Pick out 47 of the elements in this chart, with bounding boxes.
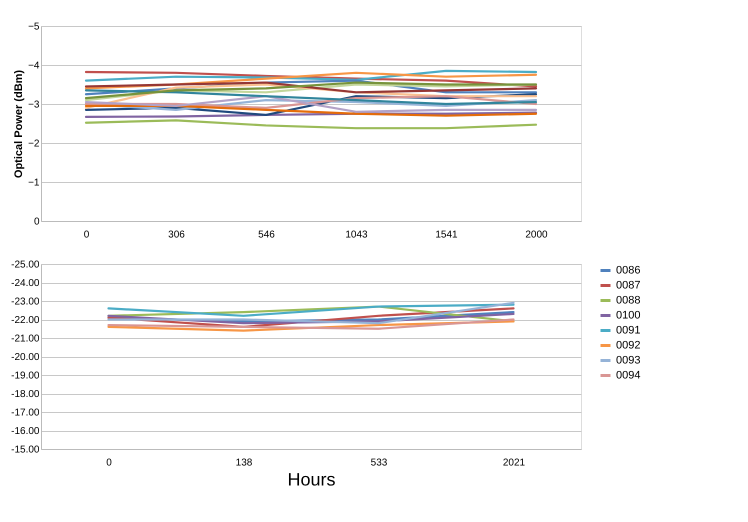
y-tick-label: 0: [34, 216, 40, 228]
y-tick-label: −4: [28, 60, 40, 72]
x-tick-label: 1541: [435, 230, 458, 240]
y-tick-label: -18.00: [11, 389, 40, 400]
y-tick-label: −3: [28, 100, 40, 110]
line-series: [84, 104, 538, 117]
legend-label: 0087: [616, 280, 640, 292]
legend-label: 0093: [616, 354, 640, 366]
y-tick-label: -20.00: [11, 352, 40, 363]
line-series: [84, 83, 538, 109]
x-tick-label: 0: [84, 230, 90, 240]
line-series: [107, 304, 515, 317]
y-tick-label: -24.00: [11, 278, 40, 289]
x-tick-label: 1043: [345, 230, 368, 240]
y-axis-title: Optical Power (dBm): [13, 70, 26, 178]
y-tick-label: -16.00: [11, 426, 40, 437]
x-tick-label: 306: [168, 230, 186, 240]
line-series: [84, 95, 538, 113]
y-tick-label: −2: [28, 138, 40, 150]
legend-label: 0091: [616, 324, 640, 336]
line-series: [84, 70, 538, 82]
x-tick-label: 0: [106, 458, 112, 468]
legend-label: 0100: [616, 310, 640, 322]
y-tick-label: -23.00: [11, 296, 40, 308]
line-series: [84, 93, 538, 116]
y-tick-label: -21.00: [11, 334, 40, 344]
x-tick-label: 138: [236, 458, 253, 468]
y-tick-label: -22.00: [11, 315, 40, 326]
y-tick-label: -25.00: [11, 260, 40, 270]
line-series: [84, 119, 538, 130]
y-tick-label: -15.00: [11, 444, 40, 456]
x-tick-label: 2000: [525, 230, 548, 240]
y-tick-label: −5: [28, 22, 40, 32]
line-series: [84, 95, 538, 109]
legend-label: 0086: [616, 264, 640, 276]
line-series: [84, 89, 538, 106]
y-tick-label: -17.00: [11, 408, 40, 418]
x-tick-label: 2021: [502, 458, 526, 468]
legend-label: 0092: [616, 340, 640, 352]
x-axis-title: Hours: [287, 470, 336, 490]
y-tick-label: −1: [28, 178, 40, 188]
line-series: [107, 307, 515, 328]
x-tick-label: 533: [370, 458, 388, 468]
legend-label: 0088: [616, 294, 640, 306]
x-tick-label: 546: [258, 230, 276, 240]
legend-label: 0094: [616, 370, 640, 382]
y-tick-label: -19.00: [11, 370, 40, 382]
